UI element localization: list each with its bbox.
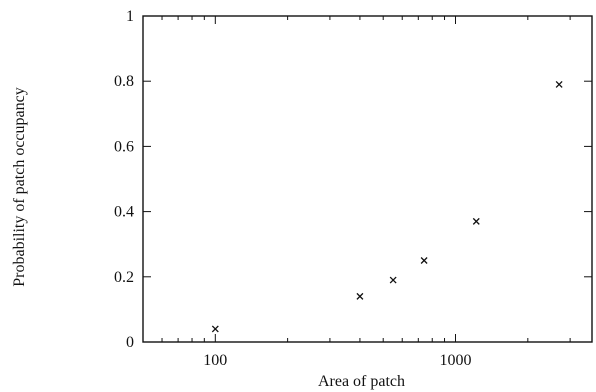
x-tick-label: 100: [203, 352, 227, 369]
y-tick-label: 0: [126, 334, 134, 351]
y-tick-label: 0.6: [114, 138, 134, 155]
data-points: [211, 81, 563, 333]
data-point: [389, 276, 397, 284]
y-axis-label: Probability of patch occupancy: [11, 87, 28, 287]
data-point: [356, 292, 364, 300]
data-point: [420, 257, 428, 264]
y-tick-label: 1: [126, 8, 134, 25]
y-tick-label: 0.8: [114, 73, 134, 90]
y-axis: 0 0.2 0.4 0.6 0.8 1: [114, 8, 592, 351]
x-axis: 100 1000: [142, 16, 571, 369]
x-tick-label: 1000: [440, 352, 472, 369]
y-tick-label: 0.4: [114, 204, 134, 221]
data-point: [472, 217, 480, 225]
x-axis-label: Area of patch: [318, 373, 405, 390]
y-tick-label: 0.2: [114, 269, 134, 286]
data-point: [211, 325, 219, 333]
data-point: [555, 81, 563, 88]
plot-frame: [142, 15, 593, 343]
